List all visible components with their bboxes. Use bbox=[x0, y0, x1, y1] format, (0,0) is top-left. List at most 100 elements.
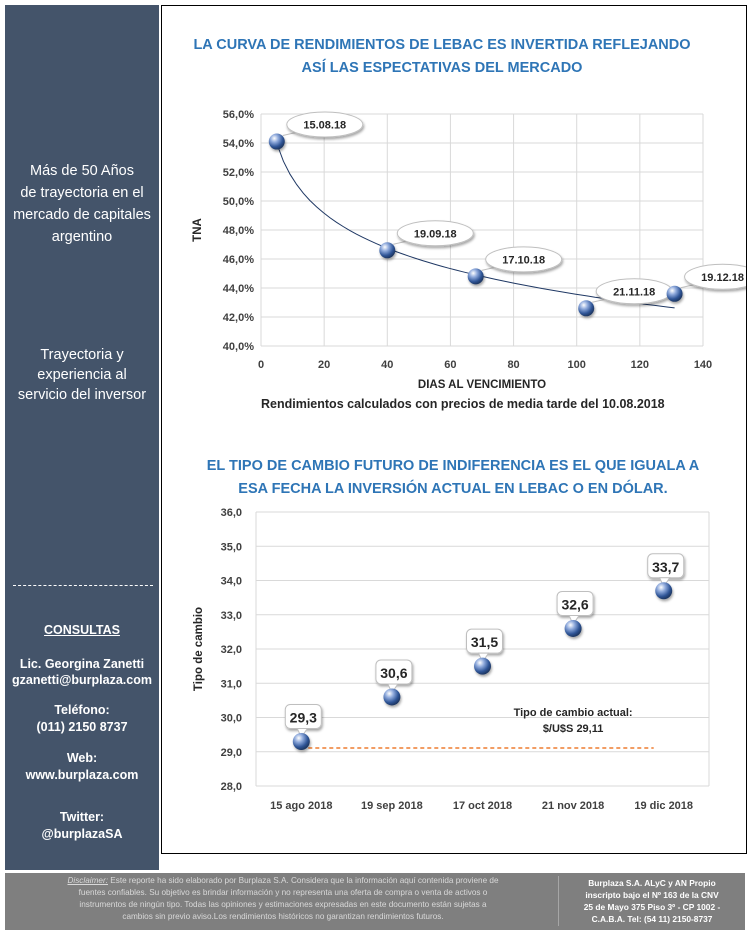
x-tick-label: 140 bbox=[694, 359, 712, 371]
data-value-label: 31,5 bbox=[471, 634, 498, 650]
data-point-label: 17.10.18 bbox=[502, 254, 545, 266]
y-tick-label: 34,0 bbox=[221, 576, 242, 588]
data-point-label: 15.08.18 bbox=[303, 120, 346, 132]
data-point bbox=[666, 285, 683, 302]
tagline-experience: Trayectoria y experiencia al servicio de… bbox=[5, 345, 159, 405]
contact-name: Lic. Georgina Zanetti bbox=[19, 657, 145, 671]
data-value-label: 29,3 bbox=[290, 709, 317, 725]
y-tick-label: 54,0% bbox=[223, 138, 254, 150]
x-tick-label: 120 bbox=[631, 359, 649, 371]
y-tick-label: 35,0 bbox=[221, 541, 242, 553]
tagline-line: Más de 50 Años bbox=[30, 163, 134, 179]
x-tick-label: 21 nov 2018 bbox=[542, 800, 604, 812]
data-point-label: 19.12.18 bbox=[701, 272, 744, 284]
data-point bbox=[292, 732, 310, 750]
x-tick-label: 0 bbox=[258, 359, 264, 371]
x-axis-label: DIAS AL VENCIMIENTO bbox=[418, 379, 546, 391]
x-tick-label: 60 bbox=[444, 359, 456, 371]
twitter-link[interactable]: @burplazaSA bbox=[41, 827, 123, 841]
chart1-title: LA CURVA DE RENDIMIENTOS DE LEBAC ES INV… bbox=[193, 37, 690, 53]
company-line: C.A.B.A. Tel: (54 11) 2150-8737 bbox=[591, 914, 713, 924]
y-axis-label: Tipo de cambio bbox=[193, 607, 205, 691]
callout-bubble bbox=[396, 220, 474, 247]
data-point bbox=[268, 133, 285, 150]
exchange-rate-chart: 28,0 29,0 30,0 31,0 32,0 33,0 34,0 35,0 36,0 15 a… bbox=[193, 507, 710, 812]
data-point bbox=[564, 619, 582, 637]
y-tick-label: 28,0 bbox=[221, 781, 242, 793]
callout-bubble bbox=[485, 246, 563, 273]
x-tick-label: 19 sep 2018 bbox=[361, 800, 423, 812]
chart1-title-line2: ASÍ LAS ESPECTATIVAS DEL MERCADO bbox=[302, 59, 583, 76]
value-label-pointer bbox=[387, 683, 399, 694]
callout-bubble bbox=[684, 263, 751, 290]
value-label-pointer bbox=[658, 577, 671, 588]
company-line: 25 de Mayo 375 Piso 3º - CP 1002 - bbox=[583, 902, 721, 912]
chart2-title-line2: ESA FECHA LA INVERSIÓN ACTUAL EN LEBAC O… bbox=[238, 479, 667, 497]
x-tick-label: 100 bbox=[568, 359, 586, 371]
y-tick-label: 30,0 bbox=[221, 713, 242, 725]
tagline-line: argentino bbox=[51, 229, 113, 245]
sidebar-divider bbox=[13, 585, 153, 586]
value-label-pointer bbox=[568, 614, 581, 626]
charts-canvas: LA CURVA DE RENDIMIENTOS DE LEBAC ES INV… bbox=[192, 37, 751, 812]
x-tick-label: 19 dic 2018 bbox=[634, 800, 693, 812]
tagline-line: experiencia al bbox=[37, 367, 127, 383]
y-tick-label: 44,0% bbox=[223, 283, 254, 295]
chart2-title: EL TIPO DE CAMBIO FUTURO DE INDIFERENCIA… bbox=[207, 458, 700, 474]
current-rate-value: $/U$S 29,11 bbox=[543, 723, 604, 735]
y-tick-label: 52,0% bbox=[223, 167, 254, 179]
y-tick-label: 40,0% bbox=[223, 341, 254, 353]
callout-bubble bbox=[286, 111, 364, 138]
phone-number: (011) 2150 8737 bbox=[36, 720, 128, 734]
footer: Disclaimer: Este reporte ha sido elabora… bbox=[5, 873, 745, 930]
data-point bbox=[467, 268, 484, 285]
tagline-line: Trayectoria y bbox=[40, 347, 124, 363]
y-tick-label: 36,0 bbox=[221, 507, 242, 519]
y-tick-label: 50,0% bbox=[223, 196, 254, 208]
disclaimer-line: fuentes confiables. Su objetivo es brind… bbox=[78, 888, 488, 897]
value-label-pointer bbox=[477, 652, 490, 664]
x-tick-label: 15 ago 2018 bbox=[270, 800, 332, 812]
disclaimer-label: Disclaimer: bbox=[67, 876, 108, 885]
contact-email-link[interactable]: gzanetti@burplaza.com bbox=[12, 673, 152, 687]
y-tick-label: 56,0% bbox=[223, 109, 254, 121]
y-tick-label: 42,0% bbox=[223, 312, 254, 324]
x-tick-label: 17 oct 2018 bbox=[453, 800, 512, 812]
web-label: Web: bbox=[66, 751, 98, 765]
data-point bbox=[383, 688, 401, 706]
company-line: Burplaza S.A. ALyC y AN Propio bbox=[588, 878, 716, 888]
data-point-label: 19.09.18 bbox=[414, 228, 457, 240]
x-tick-label: 80 bbox=[507, 359, 519, 371]
web-link[interactable]: www.burplaza.com bbox=[25, 768, 139, 782]
tagline-line: mercado de capitales bbox=[13, 207, 151, 223]
current-rate-label: Tipo de cambio actual: bbox=[514, 707, 633, 719]
tagline-line: servicio del inversor bbox=[17, 387, 147, 403]
main-panel: LA CURVA DE RENDIMIENTOS DE LEBAC ES INV… bbox=[161, 5, 751, 854]
data-point-label: 21.11.18 bbox=[613, 286, 655, 298]
y-tick-label: 48,0% bbox=[223, 225, 254, 237]
disclaimer-line: cambios sin previo aviso.Los rendimiento… bbox=[122, 912, 444, 921]
sidebar: Más de 50 Años de trayectoria en el merc… bbox=[5, 5, 159, 870]
company-line: inscripto bajo el Nº 163 de la CNV bbox=[585, 890, 719, 900]
y-tick-label: 31,0 bbox=[221, 678, 242, 690]
y-tick-label: 29,0 bbox=[221, 747, 242, 759]
y-tick-label: 32,0 bbox=[221, 644, 242, 656]
data-value-label: 30,6 bbox=[380, 665, 407, 681]
tagline-history: Más de 50 Años de trayectoria en el merc… bbox=[5, 160, 159, 248]
yield-curve-chart: 40,0% 42,0% 44,0% 46,0% 48,0% 50,0% 52,0% 54,0%… bbox=[192, 109, 751, 391]
data-point bbox=[379, 242, 396, 259]
footer-divider bbox=[558, 876, 559, 926]
data-value-label: 33,7 bbox=[652, 559, 679, 575]
tagline-line: de trayectoria en el bbox=[20, 185, 144, 201]
data-point bbox=[474, 657, 491, 675]
y-axis-label: TNA bbox=[192, 218, 204, 242]
data-value-label: 32,6 bbox=[561, 596, 588, 612]
y-tick-label: 33,0 bbox=[221, 610, 242, 622]
x-tick-label: 20 bbox=[318, 359, 330, 371]
phone-label: Teléfono: bbox=[54, 703, 110, 717]
value-label-pointer bbox=[296, 727, 309, 739]
consultas-heading: CONSULTAS bbox=[44, 623, 120, 637]
data-point bbox=[578, 300, 595, 317]
company-info: Burplaza S.A. ALyC y AN Propio inscripto… bbox=[561, 877, 743, 925]
disclaimer-line: instrumentos de ningún tipo. Todas las o… bbox=[79, 900, 487, 909]
